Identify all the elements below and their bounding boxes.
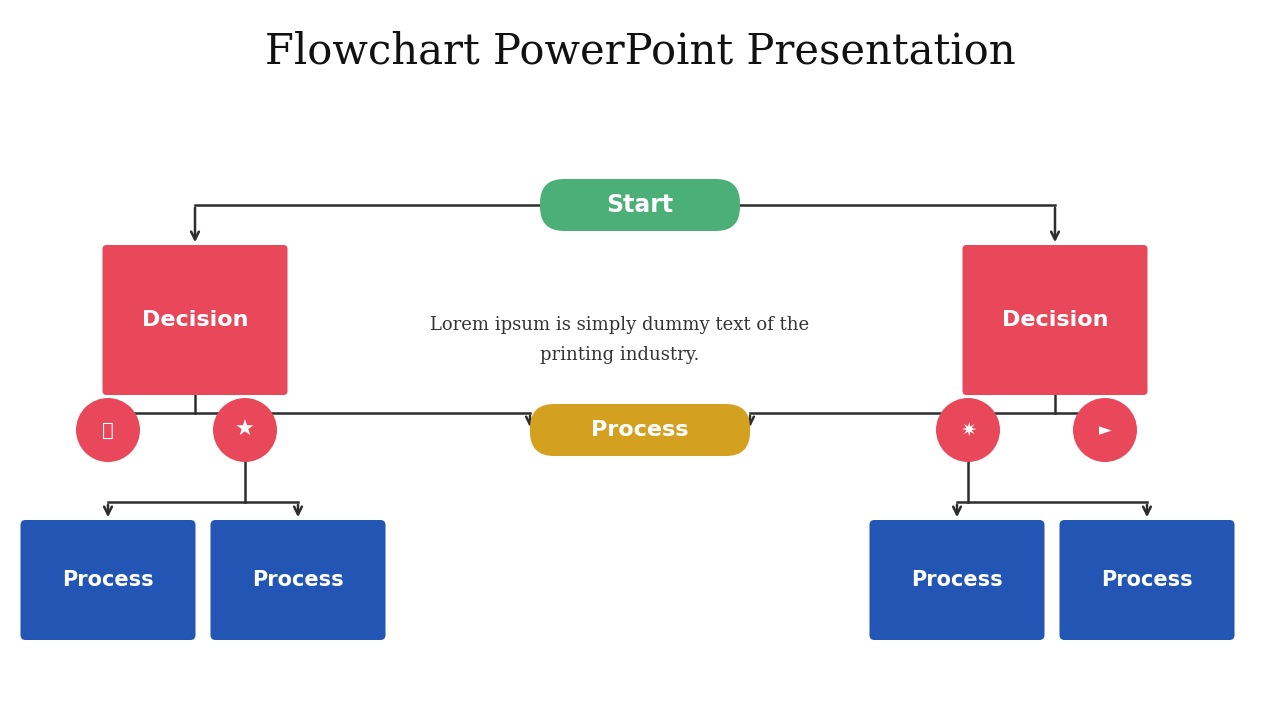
FancyBboxPatch shape: [530, 404, 750, 456]
Text: Decision: Decision: [1002, 310, 1108, 330]
Text: ⦾: ⦾: [102, 420, 114, 439]
Text: Decision: Decision: [142, 310, 248, 330]
Text: Process: Process: [591, 420, 689, 440]
FancyBboxPatch shape: [210, 520, 385, 640]
Text: Process: Process: [63, 570, 154, 590]
Circle shape: [936, 398, 1000, 462]
Text: ★: ★: [236, 420, 255, 440]
Text: ✷: ✷: [960, 420, 977, 439]
Text: Process: Process: [1101, 570, 1193, 590]
Text: Process: Process: [911, 570, 1002, 590]
FancyBboxPatch shape: [20, 520, 196, 640]
FancyBboxPatch shape: [963, 245, 1147, 395]
FancyBboxPatch shape: [1060, 520, 1234, 640]
Text: Start: Start: [607, 193, 673, 217]
FancyBboxPatch shape: [869, 520, 1044, 640]
FancyBboxPatch shape: [102, 245, 288, 395]
Circle shape: [76, 398, 140, 462]
Text: Process: Process: [252, 570, 344, 590]
Text: Lorem ipsum is simply dummy text of the
printing industry.: Lorem ipsum is simply dummy text of the …: [430, 316, 809, 364]
Text: ►: ►: [1098, 421, 1111, 439]
Circle shape: [1073, 398, 1137, 462]
FancyBboxPatch shape: [540, 179, 740, 231]
Circle shape: [212, 398, 276, 462]
Text: Flowchart PowerPoint Presentation: Flowchart PowerPoint Presentation: [265, 31, 1015, 73]
